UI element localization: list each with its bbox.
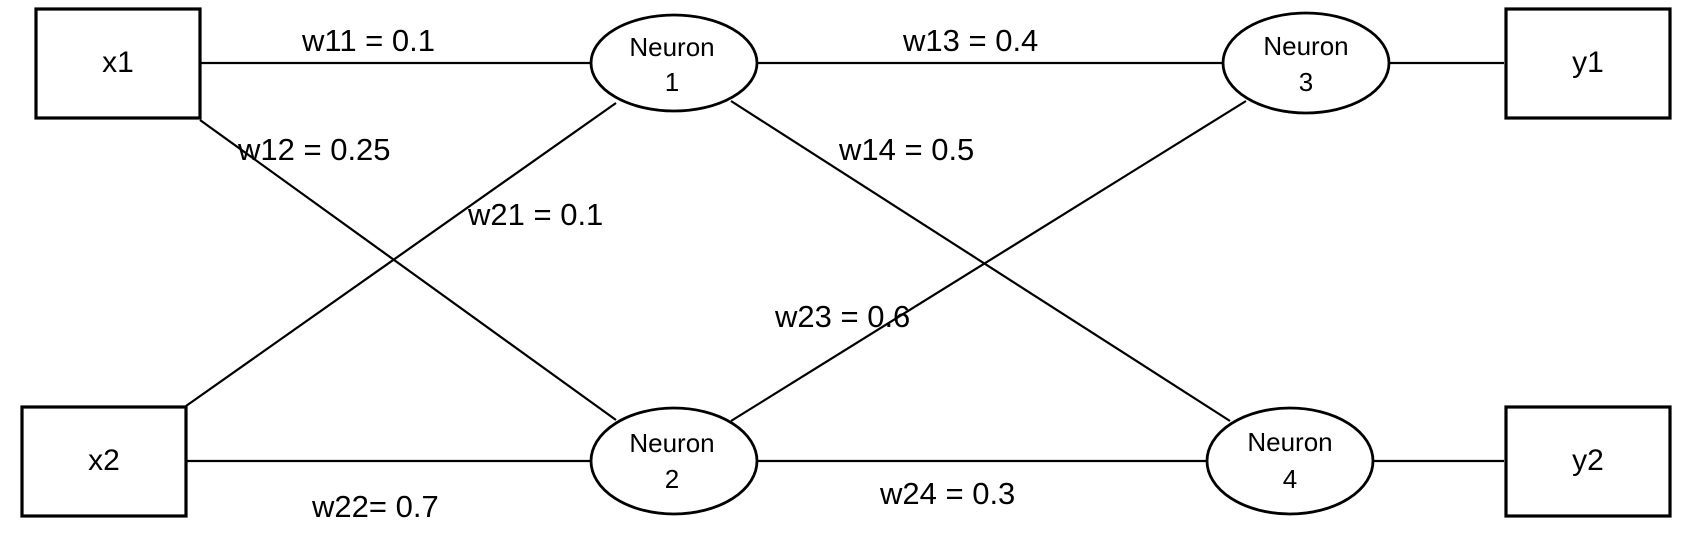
neuron-3: Neuron 3	[1221, 11, 1391, 115]
neuron-name: Neuron	[1263, 31, 1348, 61]
weight-w22: w22= 0.7	[311, 489, 439, 524]
input-label: x2	[88, 444, 120, 477]
output-y2: y2	[1504, 405, 1672, 518]
neuron-shape	[1221, 11, 1391, 115]
input-box	[20, 405, 188, 518]
weight-w11: w11 = 0.1	[301, 23, 435, 58]
edge-neuron2-neuron3	[730, 100, 1247, 422]
weight-w23: w23 = 0.6	[774, 299, 910, 334]
output-y1: y1	[1504, 7, 1672, 120]
weight-w12: w12 = 0.25	[237, 132, 391, 167]
neuron-number: 1	[665, 67, 679, 97]
input-label: x1	[102, 46, 134, 79]
weight-w14: w14 = 0.5	[838, 132, 974, 167]
weight-w24: w24 = 0.3	[879, 476, 1015, 511]
output-label: y2	[1572, 444, 1604, 477]
connections	[185, 61, 1504, 463]
weight-w13: w13 = 0.4	[902, 23, 1038, 58]
neuron-shape	[589, 406, 759, 516]
neuron-number: 4	[1283, 464, 1297, 494]
neuron-name: Neuron	[629, 428, 714, 458]
input-x1: x1	[34, 7, 202, 120]
neuron-name: Neuron	[629, 32, 714, 62]
neuron-number: 3	[1299, 67, 1313, 97]
edge-neuron1-neuron4	[730, 100, 1231, 422]
neuron-number: 2	[665, 464, 679, 494]
output-box	[1504, 405, 1672, 518]
input-box	[34, 7, 202, 120]
edge-x2-neuron1	[185, 102, 617, 407]
weight-labels: w11 = 0.1 w12 = 0.25 w21 = 0.1 w22= 0.7 …	[237, 23, 1038, 524]
neuron-2: Neuron 2	[589, 406, 759, 516]
neuron-shape	[589, 13, 759, 113]
neuron-name: Neuron	[1247, 427, 1332, 457]
neuron-4: Neuron 4	[1205, 406, 1375, 516]
neuron-1: Neuron 1	[589, 13, 759, 113]
weight-w21: w21 = 0.1	[467, 197, 603, 232]
edge-x1-neuron2	[199, 119, 617, 421]
output-box	[1504, 7, 1672, 120]
output-label: y1	[1572, 46, 1604, 79]
neuron-shape	[1205, 406, 1375, 516]
input-x2: x2	[20, 405, 188, 518]
